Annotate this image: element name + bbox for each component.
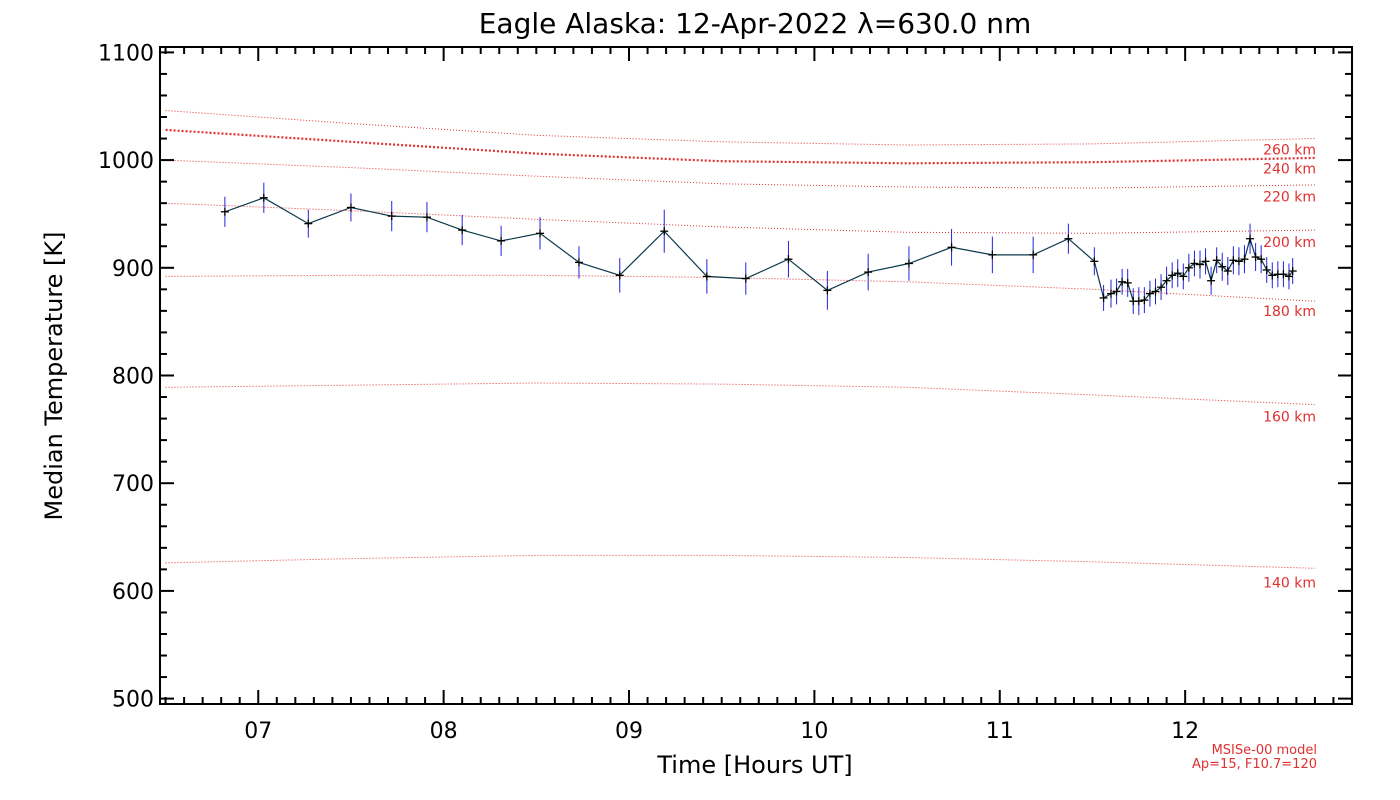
data-point	[1107, 289, 1116, 298]
data-point	[387, 212, 396, 221]
model-curve-240km	[165, 128, 1315, 165]
model-curve-220km	[165, 159, 1315, 189]
data-point	[1257, 255, 1266, 264]
data-point	[1123, 278, 1132, 287]
data-point	[1151, 287, 1160, 296]
model-note-line2: Ap=15, F10.7=120	[1192, 757, 1317, 772]
data-point	[1246, 234, 1255, 243]
altitude-labels: 260 km 240 km 220 km 200 km 180 km 160 km 140 …	[1263, 142, 1316, 591]
y-tick-label: 900	[112, 257, 154, 282]
altitude-label: 180 km	[1263, 304, 1316, 320]
x-tick-label: 11	[986, 719, 1014, 744]
data-point	[784, 255, 793, 264]
data-point	[1201, 257, 1210, 266]
data-point	[1212, 256, 1221, 265]
altitude-label: 160 km	[1263, 409, 1316, 425]
plot-frame	[159, 46, 1353, 705]
model-curves	[165, 110, 1315, 569]
axes: 500 600 700 800 900 1000 1100 07 08 09 10 11 12	[98, 41, 1353, 744]
model-note-line1: MSISe-00 model	[1212, 743, 1317, 758]
y-tick-label: 600	[112, 580, 154, 605]
data-point	[615, 271, 624, 280]
data-point	[1064, 234, 1073, 243]
y-tick-label: 700	[112, 472, 154, 497]
altitude-label: 220 km	[1263, 190, 1316, 206]
data-point	[1268, 271, 1277, 280]
altitude-label: 240 km	[1263, 162, 1316, 178]
data-point	[1134, 297, 1143, 306]
data-point	[1162, 276, 1171, 285]
y-tick-label: 1100	[98, 41, 154, 66]
data-point	[1118, 277, 1127, 286]
data-point	[1288, 267, 1297, 276]
data-point	[1184, 263, 1193, 272]
altitude-label: 140 km	[1263, 575, 1316, 591]
data-point	[1251, 253, 1260, 262]
data-point	[864, 268, 873, 277]
data-point	[1090, 257, 1099, 266]
data-point	[741, 274, 750, 283]
data-point	[458, 226, 467, 235]
y-tick-label: 1000	[98, 149, 154, 174]
data-point	[947, 243, 956, 252]
data-point	[1140, 296, 1149, 305]
data-point	[1284, 272, 1293, 281]
data-point	[1179, 272, 1188, 281]
altitude-label: 200 km	[1263, 235, 1316, 251]
data-point	[259, 193, 268, 202]
data-series	[220, 182, 1297, 316]
data-point	[1145, 289, 1154, 298]
data-point	[1240, 255, 1249, 264]
data-point	[660, 227, 669, 236]
data-point	[1229, 256, 1238, 265]
data-point	[346, 203, 355, 212]
x-tick-label: 07	[244, 719, 272, 744]
data-point	[1157, 283, 1166, 292]
x-tick-label: 08	[430, 719, 458, 744]
y-tick-label: 500	[112, 688, 154, 713]
data-point	[220, 207, 229, 216]
data-point	[304, 219, 313, 228]
x-tick-label: 09	[615, 719, 643, 744]
chart-title: Eagle Alaska: 12-Apr-2022 λ=630.0 nm	[479, 7, 1032, 40]
data-point	[702, 272, 711, 281]
model-curve-180km	[165, 274, 1315, 302]
x-axis-label: Time [Hours UT]	[656, 751, 852, 779]
x-tick-label: 12	[1171, 719, 1199, 744]
model-curve-160km	[165, 382, 1315, 406]
model-curve-260km	[165, 110, 1315, 146]
data-point	[1195, 260, 1204, 269]
data-point	[823, 286, 832, 295]
model-curve-140km	[165, 554, 1315, 569]
data-point	[1190, 259, 1199, 268]
data-point	[1207, 276, 1216, 285]
x-tick-label: 10	[800, 719, 828, 744]
data-point	[1099, 293, 1108, 302]
y-tick-label: 800	[112, 365, 154, 390]
data-point	[904, 259, 913, 268]
data-point	[1168, 271, 1177, 280]
data-point	[1029, 250, 1038, 259]
data-point	[988, 250, 997, 259]
data-point	[1112, 287, 1121, 296]
altitude-label: 260 km	[1263, 142, 1316, 158]
data-point	[574, 258, 583, 267]
data-point	[1279, 270, 1288, 279]
data-point	[1173, 269, 1182, 278]
data-point	[497, 236, 506, 245]
data-point	[1262, 265, 1271, 274]
data-point	[1218, 262, 1227, 271]
model-curve-200km	[165, 202, 1315, 234]
y-axis-label: Median Temperature [K]	[40, 231, 68, 520]
data-point	[1223, 267, 1232, 276]
data-point	[536, 229, 545, 238]
data-point	[1234, 257, 1243, 266]
series-line	[224, 197, 1294, 302]
data-point	[422, 213, 431, 222]
